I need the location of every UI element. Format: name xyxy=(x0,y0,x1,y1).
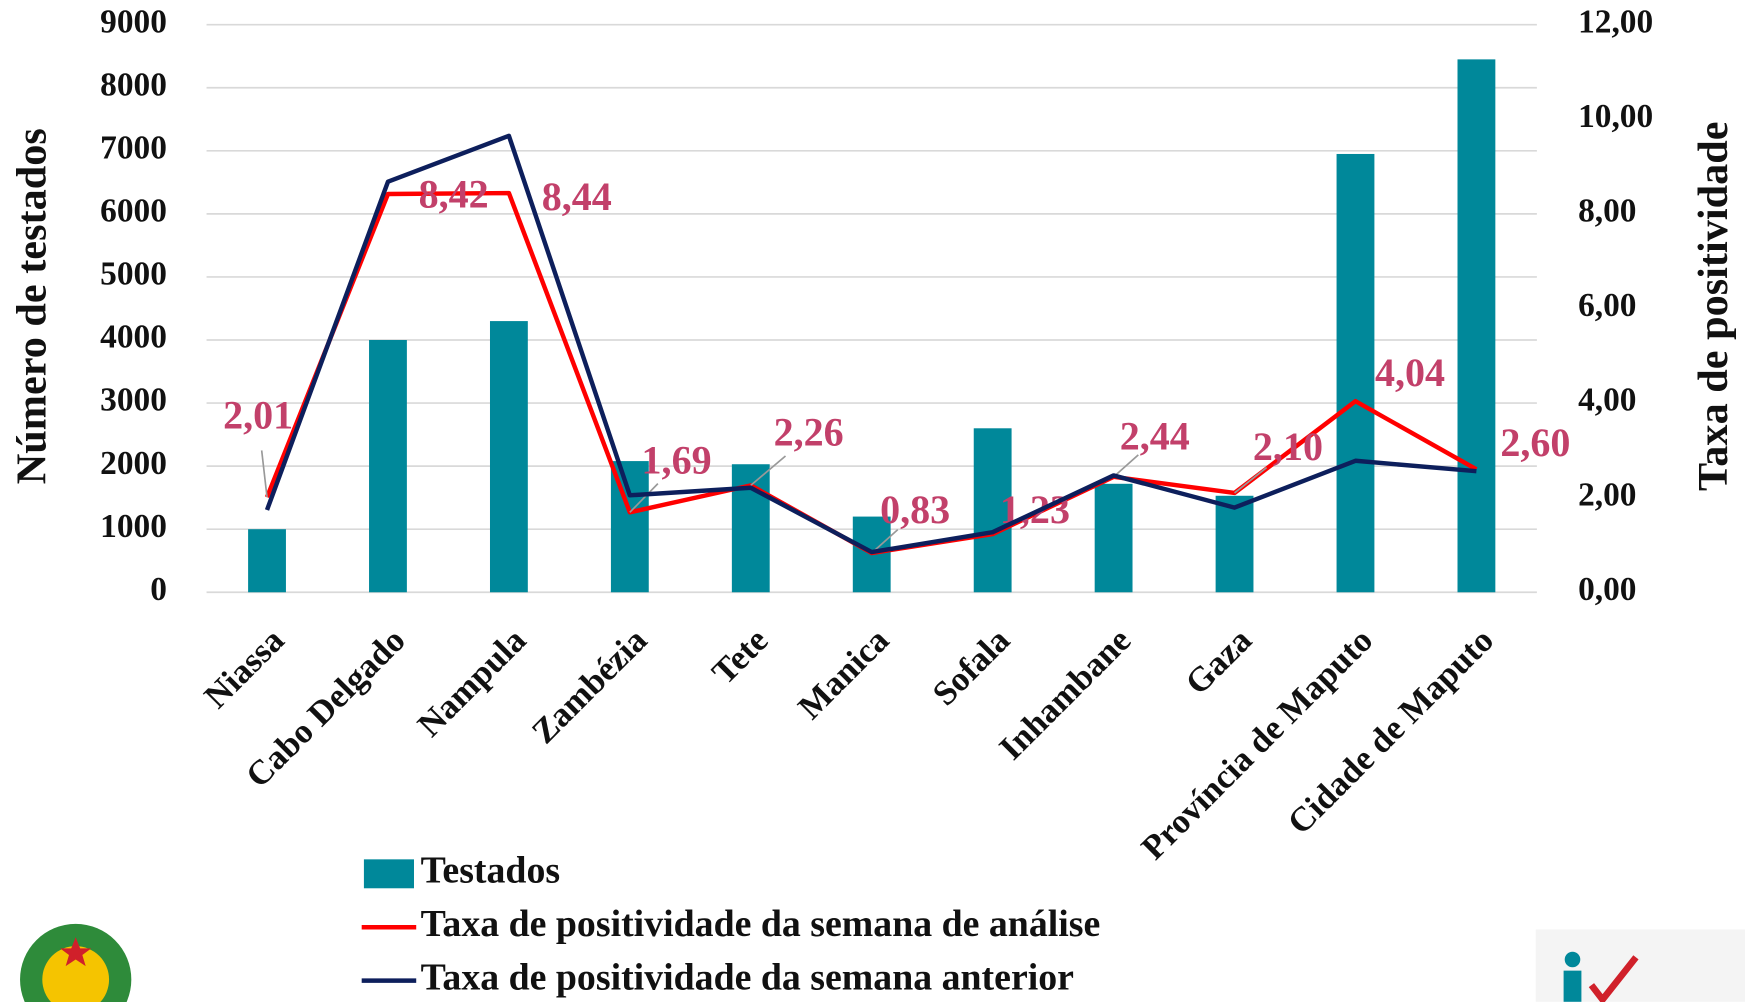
data-label: 0,83 xyxy=(880,487,950,532)
x-tick-label: Zambézia xyxy=(525,621,655,751)
x-tick-label: Cidade de Maputo xyxy=(1280,621,1501,842)
y-tick-label: 9000 xyxy=(100,3,167,40)
x-tick-label: Manica xyxy=(791,621,896,726)
legend-swatch xyxy=(363,859,414,889)
line xyxy=(264,190,1478,556)
bar xyxy=(1094,483,1133,593)
data-label: 2,60 xyxy=(1500,420,1570,465)
y-tick-label: 6000 xyxy=(100,193,167,230)
x-tick-label: Gaza xyxy=(1178,621,1259,702)
bar xyxy=(1457,59,1496,593)
y2-tick-label: 0,00 xyxy=(1578,571,1636,608)
data-label: 8,44 xyxy=(542,174,612,219)
data-label: 2,26 xyxy=(774,410,844,455)
x-tick-label: Tete xyxy=(705,621,776,692)
bar xyxy=(248,529,286,593)
logo xyxy=(1535,929,1745,1002)
y2-tick-label: 6,00 xyxy=(1578,287,1636,324)
y-tick-label: 2000 xyxy=(100,445,167,482)
bar xyxy=(1336,153,1375,593)
emblem xyxy=(20,923,132,1002)
leader-line xyxy=(1234,466,1268,494)
y-tick-label: 0 xyxy=(150,571,167,608)
y2-tick-label: 10,00 xyxy=(1578,98,1653,135)
data-label: 1,69 xyxy=(642,438,712,483)
y2-tick-label: 2,00 xyxy=(1578,476,1636,513)
y-tick-label: 1000 xyxy=(100,508,167,545)
legend-label: Testados xyxy=(421,850,560,892)
data-label: 8,42 xyxy=(419,172,489,217)
x-tick-label: Nampula xyxy=(410,621,533,744)
x-tick-label: Província de Maputo xyxy=(1134,621,1380,867)
bar xyxy=(973,428,1012,593)
legend-label: Taxa de positividade da semana de anális… xyxy=(421,903,1101,945)
y-tick-label: 3000 xyxy=(100,382,167,419)
y-tick-label: 5000 xyxy=(100,256,167,293)
y2-tick-label: 12,00 xyxy=(1578,3,1653,40)
line xyxy=(264,133,1477,555)
leader-line xyxy=(1113,454,1139,478)
x-tick-label: Sofala xyxy=(925,621,1017,713)
bar xyxy=(489,321,528,593)
leader-line xyxy=(260,450,268,498)
leader-line xyxy=(629,483,659,513)
bar xyxy=(369,340,407,593)
data-label: 2,10 xyxy=(1253,424,1323,469)
y2-tick-label: 4,00 xyxy=(1578,382,1636,419)
y-tick-label: 8000 xyxy=(100,66,167,103)
y-axis-title: Número de testados xyxy=(8,128,55,484)
bar xyxy=(1215,495,1254,593)
y2-tick-label: 8,00 xyxy=(1578,193,1636,230)
data-label: 2,01 xyxy=(223,392,293,437)
y2-axis-title: Taxa de positividade xyxy=(1690,121,1737,491)
leader-line xyxy=(750,455,787,487)
y-tick-label: 7000 xyxy=(100,129,167,166)
y-tick-label: 4000 xyxy=(100,319,167,356)
data-label: 2,44 xyxy=(1120,413,1190,458)
x-tick-label: Inhambane xyxy=(992,621,1138,767)
x-tick-label: Niassa xyxy=(197,621,292,716)
legend-label: Taxa de positividade da semana anterior xyxy=(421,956,1074,998)
data-label: 4,04 xyxy=(1375,350,1445,395)
